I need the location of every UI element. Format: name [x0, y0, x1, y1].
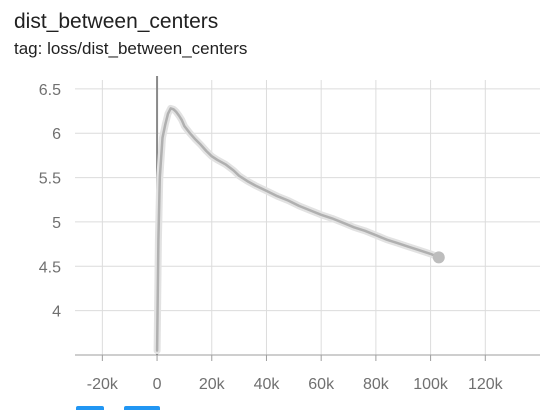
- x-tick-label: 120k: [468, 376, 504, 393]
- axis-layer: [75, 76, 540, 361]
- x-tick-label: -20k: [87, 376, 119, 393]
- series-layer: [153, 104, 445, 355]
- y-tick-label: 5: [52, 215, 61, 232]
- x-tick-label: 100k: [413, 376, 449, 393]
- grid-layer: [75, 80, 540, 355]
- chart-title: dist_between_centers: [14, 10, 219, 33]
- tick-layer: 4 4.5 5 5.5 6 6.5 -20k 0 20k 40k 60k 80k 100k 120k: [39, 82, 504, 393]
- series-end-marker: [432, 251, 445, 264]
- data-download-button[interactable]: [124, 406, 160, 410]
- expand-chart-button[interactable]: [76, 406, 104, 410]
- y-tick-label: 6: [52, 126, 61, 143]
- x-tick-label: 80k: [363, 376, 390, 393]
- x-tick-label: 60k: [308, 376, 335, 393]
- x-tick-label: 20k: [199, 376, 226, 393]
- series-line: [155, 107, 441, 352]
- chart-tag: tag: loss/dist_between_centers: [14, 39, 248, 58]
- x-tick-label: 0: [153, 376, 162, 393]
- y-tick-label: 4: [52, 304, 61, 321]
- y-tick-label: 4.5: [39, 259, 61, 276]
- y-tick-label: 6.5: [39, 82, 61, 99]
- y-tick-label: 5.5: [39, 171, 61, 188]
- x-tick-label: 40k: [254, 376, 281, 393]
